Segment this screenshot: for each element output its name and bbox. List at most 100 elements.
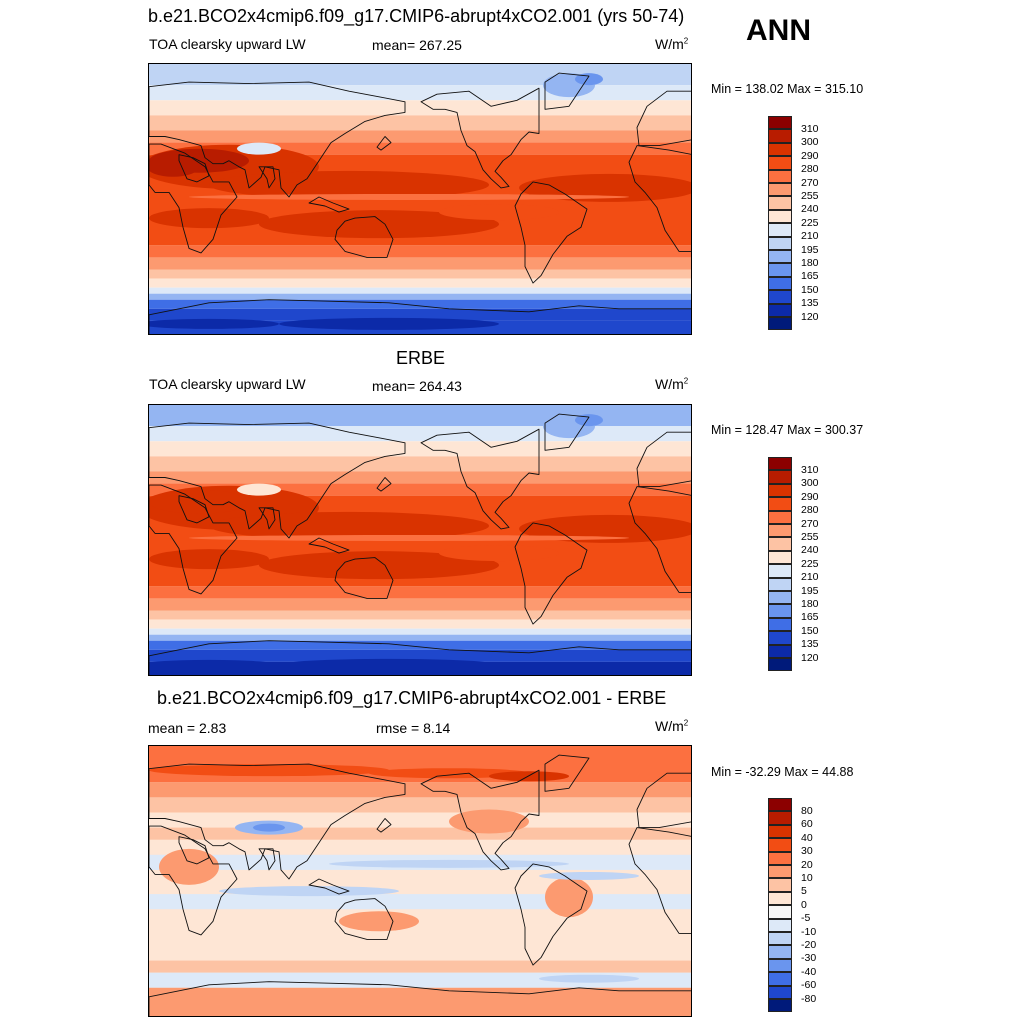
season-label: ANN bbox=[746, 14, 811, 47]
colorbar-swatch bbox=[768, 183, 792, 197]
colorbar-swatch bbox=[768, 497, 792, 511]
colorbar-tick-label: 240 bbox=[801, 203, 819, 216]
colorbar-tick-label: 165 bbox=[801, 611, 819, 624]
colorbar-swatch bbox=[768, 604, 792, 618]
colorbar-tick-label: 290 bbox=[801, 490, 819, 503]
colorbar-swatch bbox=[768, 631, 792, 645]
coastlines bbox=[149, 72, 691, 334]
colorbar-tick-label: 310 bbox=[801, 463, 819, 476]
coastline-europe-east bbox=[636, 431, 691, 488]
contour-band bbox=[149, 987, 691, 1016]
colorbar-swatch bbox=[768, 564, 792, 578]
panel-2-title: ERBE bbox=[396, 348, 446, 368]
coastline-indonesia bbox=[308, 878, 350, 895]
contour-band bbox=[149, 405, 691, 427]
contour-band bbox=[149, 619, 691, 629]
contour-band bbox=[149, 257, 691, 270]
contour-region bbox=[329, 859, 569, 868]
panel-3-mean-label: mean = 2.83 bbox=[148, 720, 227, 736]
colorbar-swatch bbox=[768, 142, 792, 157]
contour-region bbox=[545, 877, 593, 918]
coastline-eurasia bbox=[149, 81, 406, 198]
colorbar-swatch bbox=[768, 658, 792, 672]
colorbar-swatch bbox=[768, 958, 792, 973]
contour-region bbox=[279, 658, 499, 671]
contour-region bbox=[575, 414, 603, 427]
contour-region bbox=[439, 545, 559, 562]
panel-1-minmax: Min = 138.02 Max = 315.10 bbox=[711, 82, 864, 96]
contour-region bbox=[149, 659, 279, 670]
contour-region bbox=[189, 534, 629, 541]
coastline-australia bbox=[334, 898, 394, 940]
contour-band bbox=[149, 610, 691, 620]
contour-region bbox=[339, 911, 419, 932]
contour-region bbox=[259, 210, 499, 239]
colorbar-tick-label: 280 bbox=[801, 504, 819, 517]
coastline-greenland bbox=[544, 413, 590, 451]
coastline-africa bbox=[149, 484, 238, 595]
panel-2-colorbar: 310 300 290 280 270 255 240 225 210 195 180 165 150 1… bbox=[768, 457, 819, 672]
colorbar-tick-label: -20 bbox=[801, 938, 817, 951]
contour-band bbox=[149, 269, 691, 279]
contour-region bbox=[539, 871, 639, 880]
colorbar-tick-label: 255 bbox=[801, 530, 819, 543]
colorbar-swatch bbox=[768, 483, 792, 498]
contour-region bbox=[575, 73, 603, 86]
colorbar-tick-label: 40 bbox=[801, 831, 813, 844]
colorbar-swatch bbox=[768, 537, 792, 551]
colorbar-tick-label: 195 bbox=[801, 243, 819, 256]
contour-region bbox=[449, 809, 529, 834]
contour-band bbox=[149, 894, 691, 910]
contour-region bbox=[149, 549, 269, 570]
colorbar-tick-label: 280 bbox=[801, 163, 819, 176]
contour-band bbox=[149, 115, 691, 131]
panel-1-mean-label: mean= 267.25 bbox=[372, 37, 462, 53]
colorbar-swatch bbox=[768, 644, 792, 658]
contour-band bbox=[149, 287, 691, 294]
coastline-antarctica bbox=[149, 299, 691, 334]
contour-band bbox=[149, 586, 691, 599]
colorbar-swatch bbox=[768, 317, 792, 331]
colorbar-swatch bbox=[768, 972, 792, 986]
contour-region bbox=[149, 318, 279, 329]
coastline-africa-east bbox=[628, 145, 691, 252]
colorbar-swatch bbox=[768, 250, 792, 264]
colorbar-tick-label: 80 bbox=[801, 804, 813, 817]
colorbar-swatch bbox=[768, 524, 792, 538]
colorbar-swatch bbox=[768, 577, 792, 591]
colorbar-tick-label: -80 bbox=[801, 992, 817, 1005]
coastline-n-america bbox=[420, 769, 540, 871]
colorbar-swatch bbox=[768, 129, 792, 143]
contour-band bbox=[149, 85, 691, 101]
panel-1-units: W/m2 bbox=[655, 36, 689, 52]
colorbar-tick-label: -40 bbox=[801, 965, 817, 978]
panel-3-title: b.e21.BCO2x4cmip6.f09_g17.CMIP6-abrupt4x… bbox=[157, 688, 667, 708]
contour-band bbox=[149, 782, 691, 798]
colorbar-tick-label: 120 bbox=[801, 310, 819, 323]
colorbar-tick-label: 5 bbox=[801, 885, 807, 898]
panel-2-map bbox=[148, 404, 692, 676]
coastline-africa-east bbox=[628, 827, 691, 934]
contour-region bbox=[237, 142, 281, 155]
panel-3-colorbar: 80 60 40 30 20 10 5 0 -5 -10 -20 -30 -40 -60 -80 bbox=[768, 798, 816, 1013]
colorbar-tick-label: -5 bbox=[801, 912, 811, 925]
colorbar-swatch bbox=[768, 999, 792, 1013]
coastline-europe-east bbox=[636, 772, 691, 829]
coastline-arabia bbox=[178, 836, 210, 865]
contour-region bbox=[209, 511, 489, 540]
colorbar-tick-label: 180 bbox=[801, 597, 819, 610]
panel-1-variable-label: TOA clearsky upward LW bbox=[149, 36, 306, 52]
contour-band bbox=[149, 130, 691, 143]
panel-2-units: W/m2 bbox=[655, 376, 689, 392]
colorbar-tick-label: 240 bbox=[801, 544, 819, 557]
coastline-india bbox=[258, 166, 276, 189]
panel-3-minmax: Min = -32.29 Max = 44.88 bbox=[711, 765, 854, 779]
contour-band bbox=[149, 456, 691, 472]
contour-region bbox=[279, 317, 499, 330]
contour-region bbox=[149, 208, 269, 229]
contour-band bbox=[149, 640, 691, 650]
contour-band bbox=[149, 649, 691, 662]
colorbar-tick-label: 210 bbox=[801, 230, 819, 243]
colorbar-tick-label: 195 bbox=[801, 584, 819, 597]
panel-1-colorbar: 310 300 290 280 270 255 240 225 210 195 180 165 150 1… bbox=[768, 116, 819, 331]
